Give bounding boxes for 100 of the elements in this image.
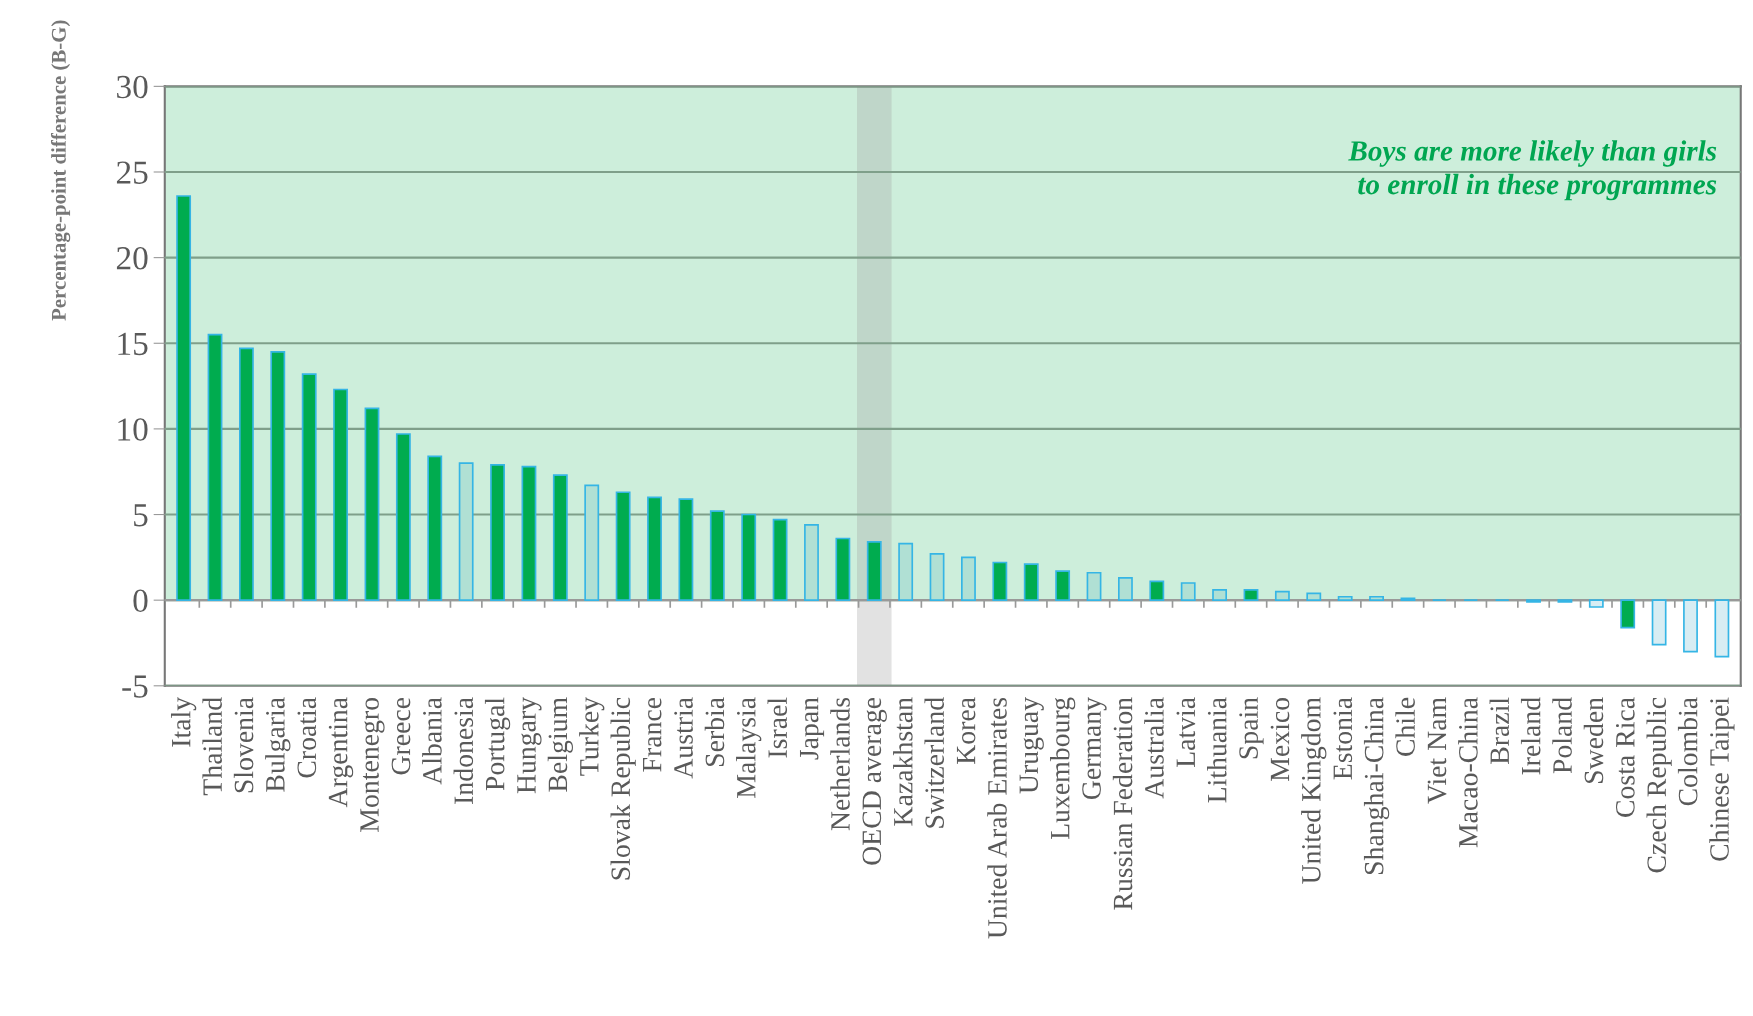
- x-tick-label: Viet Nam: [1427, 697, 1447, 804]
- bar: [1651, 599, 1667, 646]
- bar: [207, 333, 223, 602]
- x-tick-label: Hungary: [517, 697, 542, 794]
- x-tick-label: Portugal: [484, 697, 511, 791]
- bar: [176, 195, 192, 602]
- x-tick-label: Colombia: [1677, 697, 1698, 806]
- x-tick-label: Belgium: [547, 697, 573, 792]
- x-tick-label: Greece: [391, 697, 411, 775]
- x-tick-label: Slovenia: [233, 697, 254, 793]
- y-tick-label: 30: [117, 75, 148, 99]
- x-tick-label: Russian Federation: [1112, 697, 1133, 910]
- x-tick-label: Argentina: [328, 697, 354, 808]
- bar: [584, 484, 600, 602]
- bar: [1180, 582, 1196, 602]
- x-tick-label: United Kingdom: [1301, 697, 1327, 884]
- bar: [301, 373, 317, 602]
- x-tick-label: Ireland: [1520, 697, 1541, 775]
- bar: [1212, 589, 1228, 602]
- x-tick-label: Kazakhstan: [893, 697, 913, 826]
- x-tick-label: Mexico: [1270, 697, 1290, 781]
- bar: [427, 455, 443, 602]
- x-tick-label: Spain: [1239, 697, 1264, 759]
- x-tick-label: Israel: [767, 697, 788, 758]
- bar: [741, 513, 757, 602]
- x-tick-label: Netherlands: [830, 697, 850, 831]
- y-tick-label: 20: [116, 247, 148, 270]
- bar: [647, 496, 662, 602]
- x-tick-label: Brazil: [1489, 697, 1510, 764]
- bar: [1620, 599, 1636, 629]
- bar: [992, 561, 1008, 602]
- bar: [1306, 592, 1322, 602]
- x-tick-label: Lithuania: [1207, 697, 1227, 803]
- x-tick-label: Turkey: [579, 697, 605, 776]
- bar: [1714, 599, 1730, 658]
- bar: [615, 491, 631, 602]
- bar: [678, 498, 694, 602]
- bar: [1369, 595, 1384, 602]
- x-tick-label: Sweden: [1583, 697, 1604, 783]
- bar: [1117, 577, 1133, 602]
- x-tick-label: Malaysia: [736, 697, 762, 798]
- x-tick-label: Luxembourg: [1050, 697, 1076, 840]
- x-tick-label: Slovak Republic: [610, 697, 636, 880]
- y-tick-label: 5: [134, 504, 148, 527]
- bar: [866, 541, 882, 602]
- x-tick-label: Thailand: [202, 697, 222, 796]
- x-tick-label: France: [643, 697, 662, 772]
- bar: [1243, 589, 1259, 602]
- x-tick-label: Italy: [170, 697, 197, 747]
- x-tick-label: Albania: [422, 697, 442, 785]
- bar: [552, 474, 568, 602]
- x-tick-label: Czech Republic: [1646, 697, 1672, 873]
- x-tick-label: Germany: [1082, 697, 1107, 800]
- x-tick-label: Chile: [1395, 697, 1415, 756]
- x-tick-label: Korea: [956, 697, 976, 764]
- bar: [961, 556, 976, 602]
- band-label: Boys are more likely than girls to enroll in these programmes: [1348, 140, 1717, 201]
- x-tick-label: Estonia: [1333, 697, 1353, 780]
- bar: [521, 465, 537, 602]
- bar: [1055, 570, 1071, 602]
- x-tick-label: OECD average: [862, 697, 887, 865]
- y-tick-label: 25: [116, 161, 148, 184]
- bar: [238, 347, 254, 602]
- bar: [395, 433, 411, 602]
- x-tick-label: Japan: [799, 697, 825, 760]
- bar: [1149, 580, 1165, 602]
- bar: [709, 510, 725, 602]
- bar: [458, 462, 474, 602]
- bar: [1683, 599, 1698, 653]
- bar: [1588, 599, 1604, 608]
- x-tick-label: Croatia: [297, 697, 317, 778]
- bar: [772, 518, 788, 602]
- bar: [490, 464, 505, 602]
- y-tick-label: 10: [118, 418, 148, 441]
- x-tick-label: Montenegro: [360, 697, 385, 832]
- y-tick-label: -5: [122, 675, 148, 698]
- x-tick-label: Chinese Taipei: [1709, 697, 1735, 861]
- x-tick-label: Costa Rica: [1616, 697, 1635, 817]
- bar: [1274, 590, 1290, 602]
- x-tick-label: Indonesia: [453, 697, 474, 804]
- x-tick-label: Australia: [1144, 697, 1164, 799]
- bar: [333, 388, 349, 602]
- x-tick-label: Shanghai-China: [1363, 697, 1390, 875]
- x-tick-label: Bulgaria: [265, 697, 291, 792]
- bar: [898, 542, 914, 602]
- bar: [1086, 571, 1102, 602]
- y-tick-label: 0: [133, 589, 148, 613]
- x-tick-label: Austria: [674, 697, 693, 779]
- x-tick-label: Latvia: [1176, 697, 1196, 768]
- x-tick-label: Macao-China: [1458, 697, 1478, 848]
- bar: [270, 350, 286, 602]
- x-tick-label: Serbia: [704, 697, 725, 767]
- bar: [804, 523, 819, 602]
- y-tick-label: 15: [118, 332, 148, 356]
- y-axis-title: Percentage-point difference (B-G): [50, 20, 71, 321]
- x-tick-label: Poland: [1552, 697, 1572, 774]
- bar: [364, 407, 380, 602]
- bar: [1023, 563, 1039, 602]
- x-tick-label: Switzerland: [924, 697, 945, 828]
- x-tick-label: Uruguay: [1019, 697, 1044, 794]
